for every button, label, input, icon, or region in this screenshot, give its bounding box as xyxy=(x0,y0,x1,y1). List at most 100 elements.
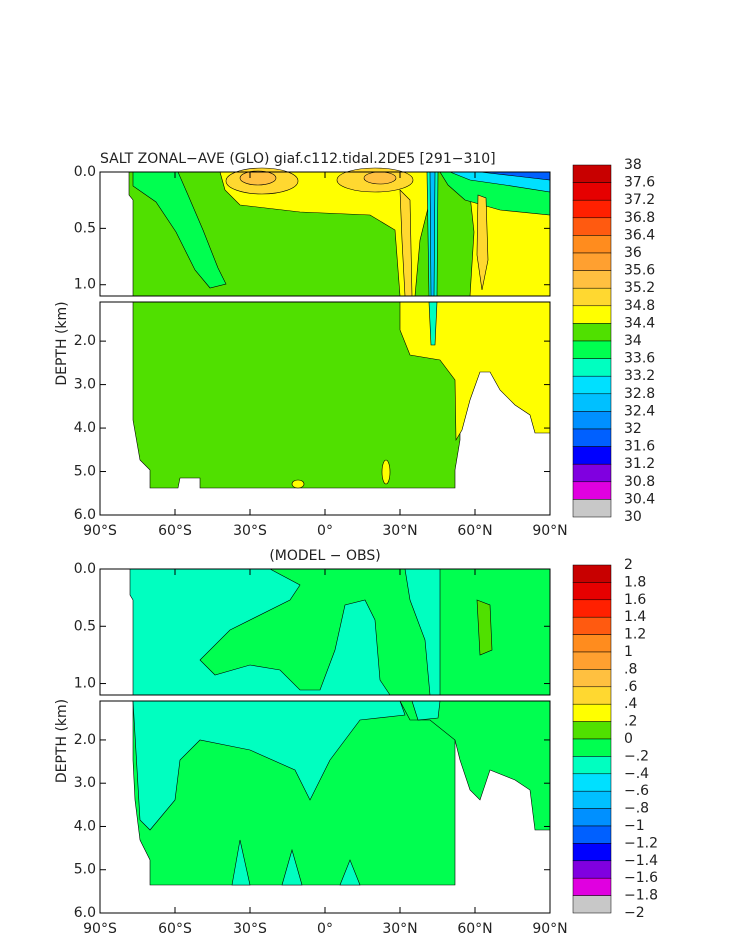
field-region xyxy=(399,301,551,442)
colorbar-box xyxy=(572,323,612,342)
colorbar-label: 37.6 xyxy=(624,175,655,191)
colorbar-box xyxy=(572,616,612,635)
colorbar-box xyxy=(572,446,612,465)
y-tick-label: 2.0 xyxy=(74,333,96,349)
field-region xyxy=(132,171,227,289)
colorbar-label: 1.6 xyxy=(624,592,646,608)
colorbar-label: 34.8 xyxy=(624,298,655,314)
colorbar-box xyxy=(572,686,612,705)
colorbar-label: 1.4 xyxy=(624,609,646,625)
x-tick-label: 60°S xyxy=(158,523,192,539)
y-tick-label: 6.0 xyxy=(74,905,96,921)
field-region xyxy=(281,848,303,886)
colorbar-box xyxy=(572,358,612,377)
y-tick-label: 0.5 xyxy=(74,220,96,236)
y-tick-label: 1.0 xyxy=(74,676,96,692)
x-tick-label: 30°N xyxy=(382,523,417,539)
colorbar-box xyxy=(572,235,612,254)
colorbar-label: 37.2 xyxy=(624,192,655,208)
colorbar-box xyxy=(572,669,612,688)
colorbar-label: 30.8 xyxy=(624,474,655,490)
field-region xyxy=(231,839,251,886)
field-region xyxy=(132,700,406,831)
y-tick-label: 4.0 xyxy=(74,420,96,436)
colorbar-label: 1 xyxy=(624,644,633,660)
colorbar-label: −1.4 xyxy=(624,853,658,869)
colorbar-label: 35.2 xyxy=(624,280,655,296)
y-tick-label: 4.0 xyxy=(74,818,96,834)
y-tick-label: 5.0 xyxy=(74,862,96,878)
colorbar-label: 30.4 xyxy=(624,491,655,507)
field-region xyxy=(399,700,551,831)
colorbar-box xyxy=(572,895,612,914)
colorbar-box xyxy=(572,599,612,618)
chart-title: (MODEL − OBS) xyxy=(269,548,380,564)
colorbar-box xyxy=(572,721,612,740)
contour-fields xyxy=(128,167,551,886)
colorbar-box xyxy=(572,305,612,324)
colorbar-label: −1 xyxy=(624,818,645,834)
colorbar-box xyxy=(572,270,612,289)
colorbar-box xyxy=(572,582,612,601)
colorbar-box xyxy=(572,199,612,219)
field-region xyxy=(132,700,456,886)
colorbar-box xyxy=(572,790,612,809)
field-region xyxy=(476,599,493,656)
colorbar-label: −1.2 xyxy=(624,835,658,851)
x-tick-label: 90°N xyxy=(532,523,567,539)
colorbar-box xyxy=(572,411,612,430)
y-tick-label: 0.0 xyxy=(74,164,96,180)
colorbar-label: −.6 xyxy=(624,783,649,799)
field-region xyxy=(476,194,489,291)
colorbar-label: 34.4 xyxy=(624,315,655,331)
y-tick-label: 0.5 xyxy=(74,618,96,634)
colorbar-box xyxy=(572,634,612,653)
field-region xyxy=(291,479,305,489)
colorbar-label: .8 xyxy=(624,661,637,677)
colorbar-label: 30 xyxy=(624,509,642,525)
colorbar-box xyxy=(572,375,612,395)
colorbar-box xyxy=(572,217,612,236)
colorbar-label: 36.4 xyxy=(624,227,655,243)
x-tick-label: 30°N xyxy=(382,921,417,937)
x-tick-label: 30°S xyxy=(233,921,267,937)
colorbar-box xyxy=(572,860,612,879)
colorbar-label: 32.4 xyxy=(624,403,655,419)
colorbar-label: 36 xyxy=(624,245,642,261)
field-region xyxy=(381,459,391,485)
colorbar-box xyxy=(572,393,612,412)
colorbar-box xyxy=(572,773,612,792)
y-tick-label: 6.0 xyxy=(74,507,96,523)
colorbar-label: −.4 xyxy=(624,766,649,782)
x-tick-label: 90°S xyxy=(83,921,117,937)
colorbar-box xyxy=(572,340,612,359)
colorbar-box xyxy=(572,428,612,447)
field-region xyxy=(363,171,397,185)
x-tick-label: 0° xyxy=(317,921,333,937)
colorbar-label: .6 xyxy=(624,679,637,695)
y-tick-label: 3.0 xyxy=(74,775,96,791)
colorbar-label: 0 xyxy=(624,731,633,747)
x-tick-label: 0° xyxy=(317,523,333,539)
y-tick-label: 2.0 xyxy=(74,732,96,748)
x-tick-label: 60°N xyxy=(457,921,492,937)
colorbar-label: .4 xyxy=(624,696,637,712)
colorbar-box xyxy=(572,252,612,271)
colorbar-box xyxy=(572,825,612,844)
colorbar-label: −2 xyxy=(624,905,645,921)
colorbar-label: 38 xyxy=(624,157,642,173)
colorbar-label: 1.2 xyxy=(624,627,646,643)
colorbar-box xyxy=(572,843,612,862)
x-tick-label: 30°S xyxy=(233,523,267,539)
colorbar-box xyxy=(572,877,612,896)
colorbar-label: 32 xyxy=(624,421,642,437)
colorbar-box xyxy=(572,738,612,757)
colorbar-box xyxy=(572,463,612,483)
y-axis-label: DEPTH (km) xyxy=(54,301,70,385)
chart-title: SALT ZONAL−AVE (GLO) giaf.c112.tidal.2DE… xyxy=(100,151,496,167)
colorbar-label: 34 xyxy=(624,333,642,349)
colorbar-label: −.2 xyxy=(624,748,649,764)
x-tick-label: 60°S xyxy=(158,921,192,937)
x-tick-label: 90°S xyxy=(83,523,117,539)
